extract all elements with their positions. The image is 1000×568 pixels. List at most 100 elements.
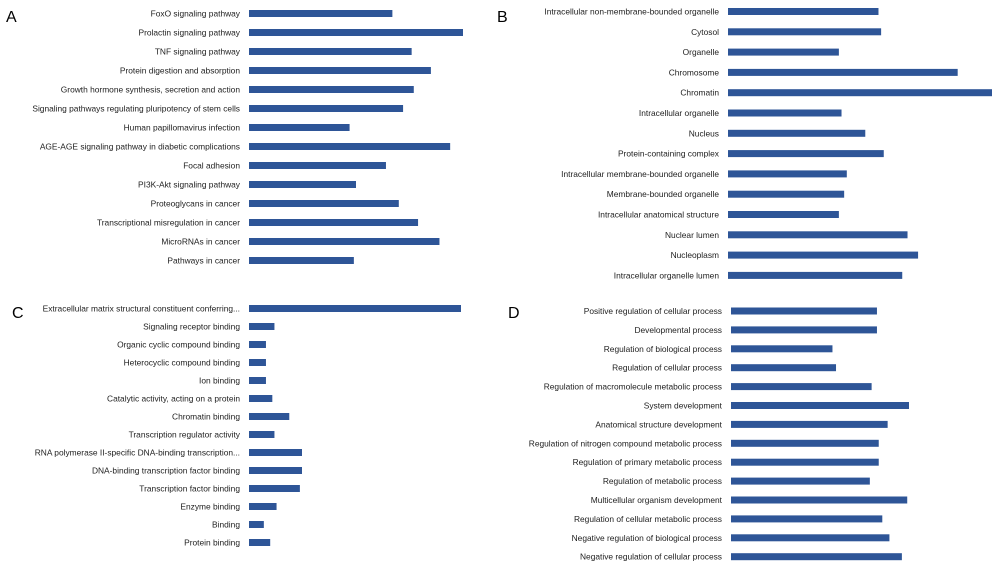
category-label: Nucleoplasm bbox=[671, 250, 719, 260]
category-label: Intracellular membrane-bounded organelle bbox=[561, 169, 719, 179]
category-label: Intracellular non-membrane-bounded organ… bbox=[544, 7, 719, 17]
bar bbox=[249, 431, 275, 438]
bar bbox=[249, 48, 412, 55]
bar bbox=[249, 503, 277, 510]
bar bbox=[249, 162, 386, 169]
bar bbox=[249, 143, 451, 150]
bar bbox=[249, 395, 273, 402]
bar bbox=[249, 219, 419, 226]
bar bbox=[728, 28, 882, 36]
category-label: Regulation of cellular process bbox=[612, 363, 722, 373]
category-label: Multicellular organism development bbox=[591, 495, 723, 505]
bar bbox=[728, 271, 903, 279]
bar bbox=[249, 359, 266, 366]
bar bbox=[249, 10, 393, 17]
category-label: Protein-containing complex bbox=[618, 149, 720, 159]
bar bbox=[249, 181, 356, 188]
category-label: Focal adhesion bbox=[183, 161, 240, 171]
category-label: Transcriptional misregulation in cancer bbox=[97, 218, 240, 228]
category-label: Regulation of biological process bbox=[604, 344, 722, 354]
category-label: Regulation of nitrogen compound metaboli… bbox=[529, 438, 722, 448]
bar bbox=[731, 477, 870, 485]
category-label: System development bbox=[644, 401, 723, 411]
bar bbox=[249, 124, 350, 131]
category-label: Intracellular organelle bbox=[639, 108, 719, 118]
category-label: Anatomical structure development bbox=[595, 419, 722, 429]
bar bbox=[249, 67, 431, 74]
bar bbox=[249, 238, 440, 245]
category-label: Heterocyclic compound binding bbox=[124, 358, 241, 368]
bar bbox=[249, 521, 264, 528]
category-label: Positive regulation of cellular process bbox=[584, 306, 722, 316]
panel-label-a: A bbox=[6, 9, 17, 26]
bar bbox=[728, 251, 919, 259]
bar bbox=[249, 305, 461, 312]
bar bbox=[731, 553, 902, 561]
bar bbox=[728, 211, 839, 218]
category-label: TNF signaling pathway bbox=[155, 47, 241, 57]
bar bbox=[728, 89, 992, 97]
panel-label-b: B bbox=[497, 9, 508, 26]
category-label: Negative regulation of biological proces… bbox=[572, 533, 722, 543]
bar bbox=[249, 377, 266, 384]
category-label: PI3K-Akt signaling pathway bbox=[138, 180, 241, 190]
category-label: Chromosome bbox=[669, 67, 720, 77]
category-label: Transcription factor binding bbox=[139, 484, 240, 494]
category-label: Negative regulation of cellular process bbox=[580, 552, 722, 562]
category-label: Transcription regulator activity bbox=[129, 430, 241, 440]
category-label: Enzyme binding bbox=[180, 502, 240, 512]
bar bbox=[731, 307, 877, 315]
category-label: Regulation of cellular metabolic process bbox=[574, 514, 722, 524]
bar bbox=[728, 231, 908, 239]
category-label: Signaling receptor binding bbox=[143, 322, 240, 332]
bar bbox=[731, 496, 908, 504]
panel-c: C Extracellular matrix structural consti… bbox=[12, 304, 461, 548]
panel-d: D Positive regulation of cellular proces… bbox=[508, 305, 909, 562]
panel-b: B Intracellular non-membrane-bounded org… bbox=[497, 7, 992, 280]
bar bbox=[731, 383, 872, 391]
category-label: Nuclear lumen bbox=[665, 230, 719, 240]
bar bbox=[731, 420, 888, 428]
bar bbox=[249, 341, 266, 348]
bar bbox=[731, 364, 837, 372]
bar bbox=[728, 150, 884, 158]
category-label: Prolactin signaling pathway bbox=[139, 28, 241, 38]
bar bbox=[731, 458, 879, 466]
category-label: DNA-binding transcription factor binding bbox=[92, 466, 240, 476]
bar bbox=[249, 449, 302, 456]
category-label: Organic cyclic compound binding bbox=[117, 340, 240, 350]
bar bbox=[249, 86, 414, 93]
category-label: Chromatin bbox=[680, 88, 719, 98]
bar bbox=[249, 539, 271, 546]
category-label: Regulation of macromolecule metabolic pr… bbox=[544, 382, 722, 392]
category-label: Cytosol bbox=[691, 27, 719, 37]
category-label: Chromatin binding bbox=[172, 412, 240, 422]
category-label: Nucleus bbox=[689, 128, 719, 138]
category-label: Membrane-bounded organelle bbox=[607, 189, 720, 199]
category-label: AGE-AGE signaling pathway in diabetic co… bbox=[40, 142, 240, 152]
panel-label-c: C bbox=[12, 305, 24, 322]
bar bbox=[249, 467, 302, 474]
bar bbox=[249, 413, 290, 420]
bar bbox=[728, 129, 866, 137]
category-label: Signaling pathways regulating pluripoten… bbox=[32, 104, 240, 114]
bar bbox=[249, 29, 463, 36]
bar bbox=[249, 485, 300, 492]
category-label: Regulation of metabolic process bbox=[603, 476, 722, 486]
category-label: Protein digestion and absorption bbox=[120, 66, 240, 76]
category-label: Proteoglycans in cancer bbox=[151, 199, 241, 209]
category-label: Developmental process bbox=[634, 325, 722, 335]
category-label: Binding bbox=[212, 520, 240, 530]
bar bbox=[731, 439, 879, 447]
category-label: Protein binding bbox=[184, 538, 240, 548]
category-label: Pathways in cancer bbox=[167, 256, 240, 266]
bar bbox=[728, 109, 842, 117]
bar bbox=[728, 68, 958, 76]
category-label: FoxO signaling pathway bbox=[151, 9, 241, 19]
category-label: Human papillomavirus infection bbox=[124, 123, 241, 133]
category-label: RNA polymerase II-specific DNA-binding t… bbox=[35, 448, 240, 458]
bar bbox=[731, 326, 877, 334]
category-label: Intracellular anatomical structure bbox=[598, 210, 719, 220]
panel-a: A FoxO signaling pathway Prolactin signal… bbox=[6, 9, 463, 266]
category-label: Extracellular matrix structural constitu… bbox=[43, 304, 240, 314]
